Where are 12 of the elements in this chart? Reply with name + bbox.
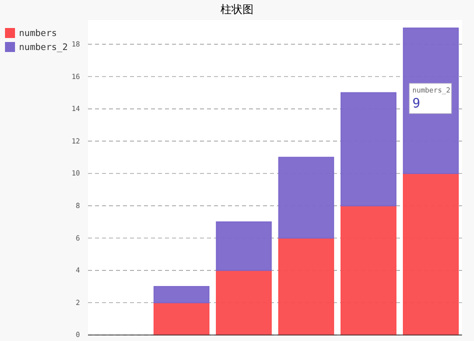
legend-label: numbers_2 — [19, 43, 68, 53]
bar — [278, 156, 334, 239]
bar — [340, 92, 396, 206]
chart-title: 柱状图 — [220, 3, 254, 16]
bar — [216, 270, 272, 336]
bar — [340, 205, 396, 336]
legend-label: numbers — [19, 29, 57, 39]
bar — [154, 302, 210, 336]
bar — [402, 172, 459, 336]
bar — [278, 238, 334, 336]
bar — [216, 221, 272, 271]
bar — [154, 286, 210, 304]
